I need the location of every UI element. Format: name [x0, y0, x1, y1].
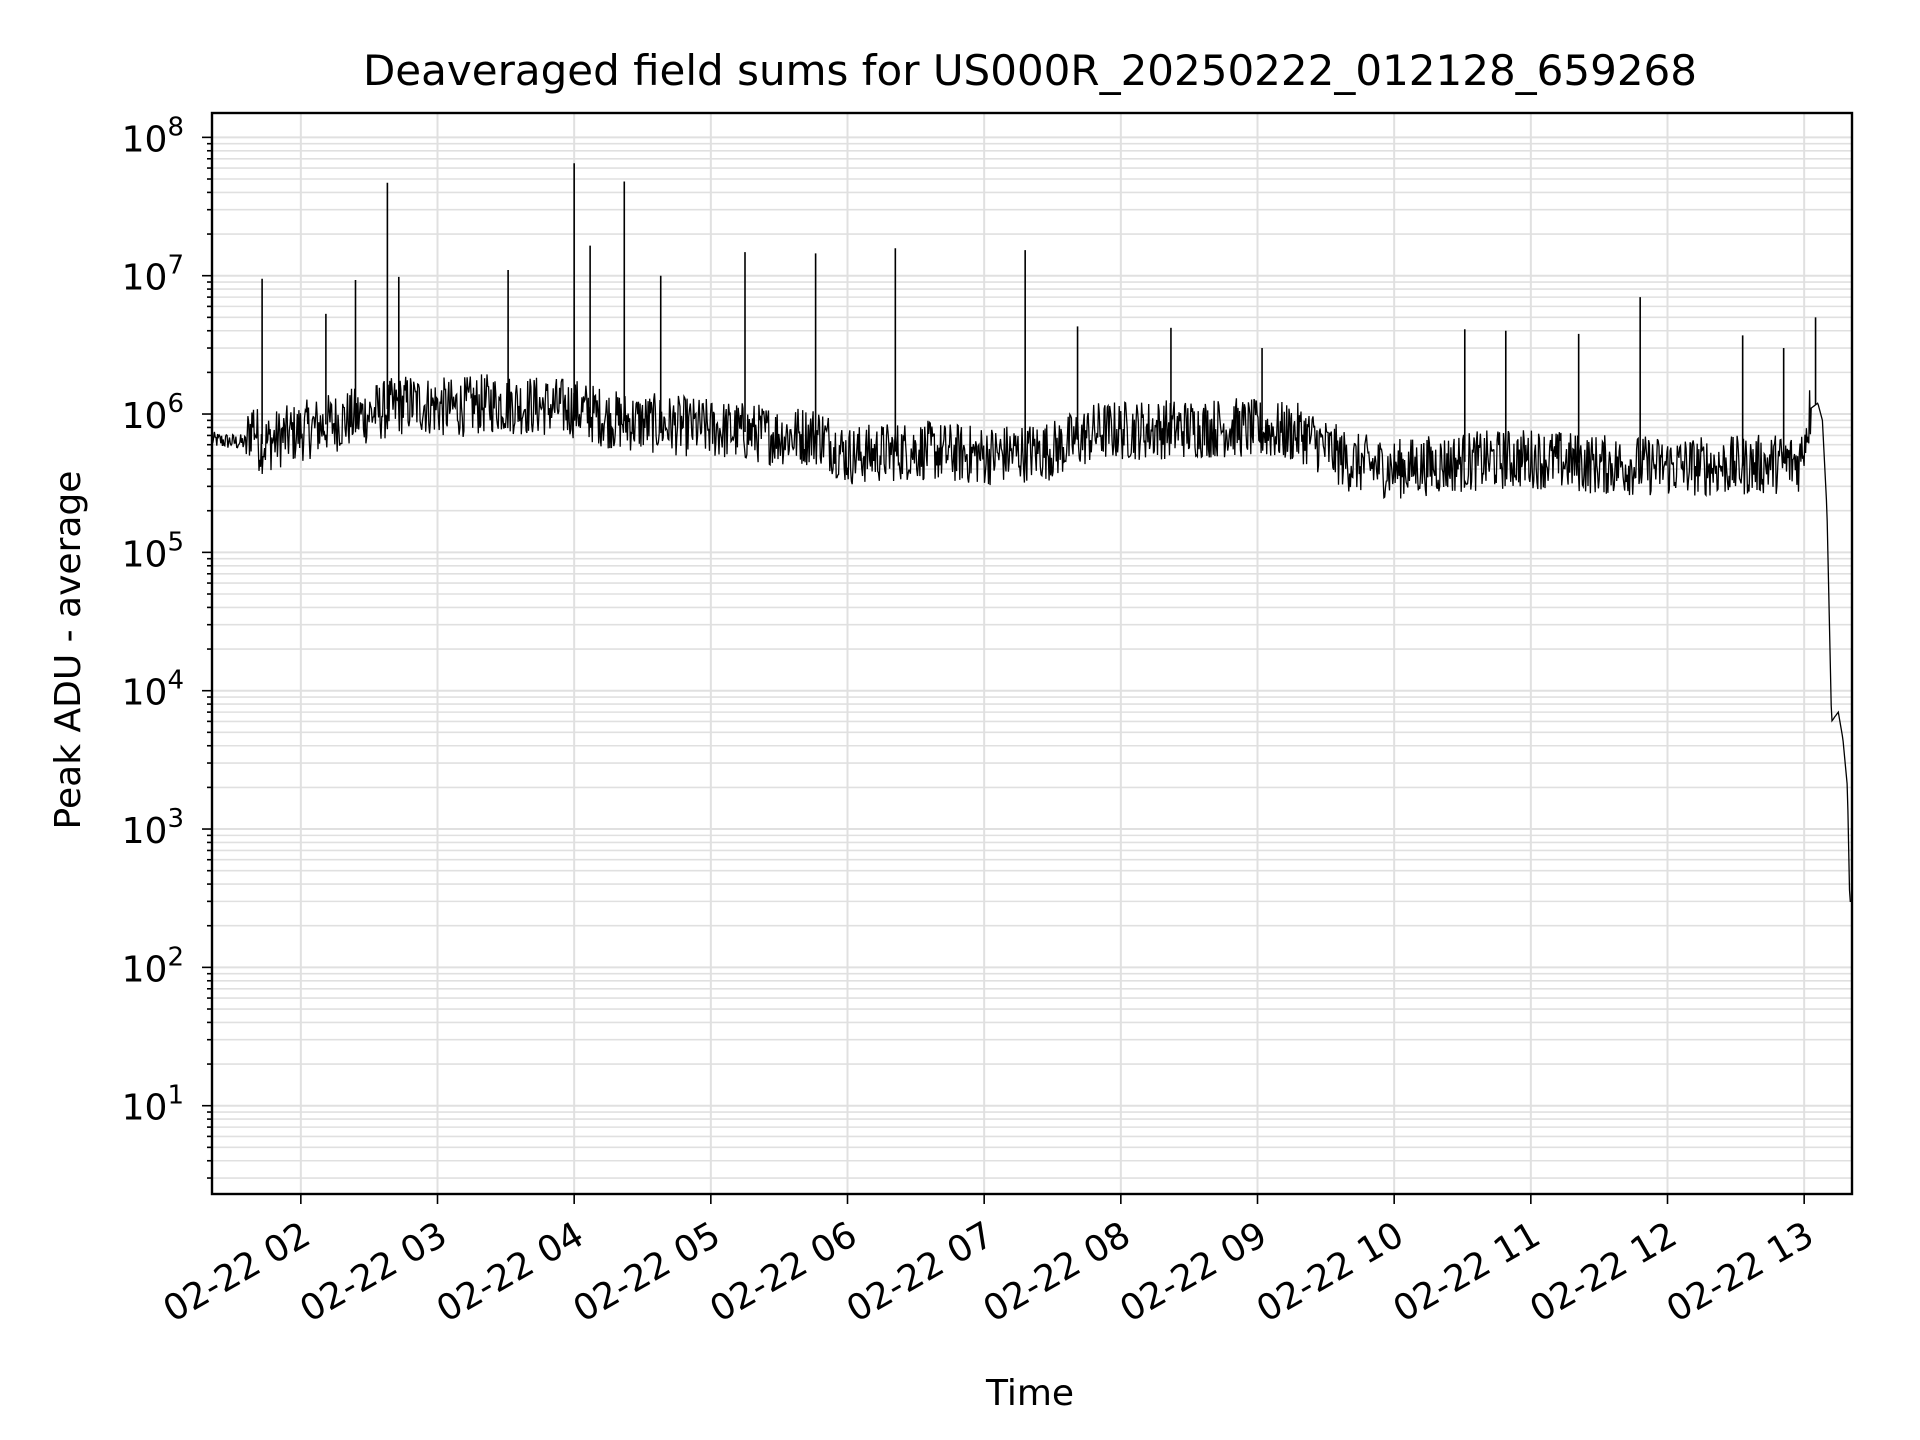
plot-layer [211, 163, 1852, 903]
y-tick-label: 107 [122, 251, 184, 299]
grid-layer [212, 113, 1852, 1194]
y-axis-label: Peak ADU - average [48, 471, 89, 830]
y-tick-label: 108 [122, 112, 184, 160]
x-axis-label: Time [985, 1373, 1074, 1414]
plot-frame [210, 111, 1854, 1196]
y-tick-label: 106 [122, 389, 184, 437]
y-tick-label: 102 [122, 942, 184, 990]
series-line [211, 374, 1852, 903]
y-tick-label: 104 [122, 666, 184, 714]
y-axis: 101 102 103 104 105 106 107 108 [122, 112, 184, 1128]
y-tick-label: 101 [122, 1081, 184, 1129]
chart-title: Deaveraged field sums for US000R_2025022… [363, 46, 1697, 95]
y-tick-label: 103 [122, 804, 184, 852]
y-tick-label: 105 [122, 527, 184, 575]
